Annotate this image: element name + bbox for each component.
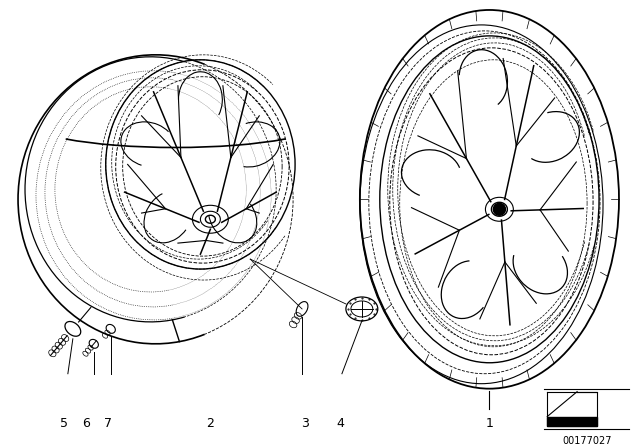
Text: 5: 5	[60, 417, 68, 430]
Circle shape	[493, 203, 506, 215]
Text: 3: 3	[301, 417, 309, 430]
Text: 6: 6	[82, 417, 90, 430]
Text: 7: 7	[104, 417, 112, 430]
Text: 2: 2	[207, 417, 214, 430]
Text: 00177027: 00177027	[563, 435, 612, 445]
Text: 4: 4	[336, 417, 344, 430]
Bar	[547, 417, 597, 426]
Text: 1: 1	[486, 417, 493, 430]
